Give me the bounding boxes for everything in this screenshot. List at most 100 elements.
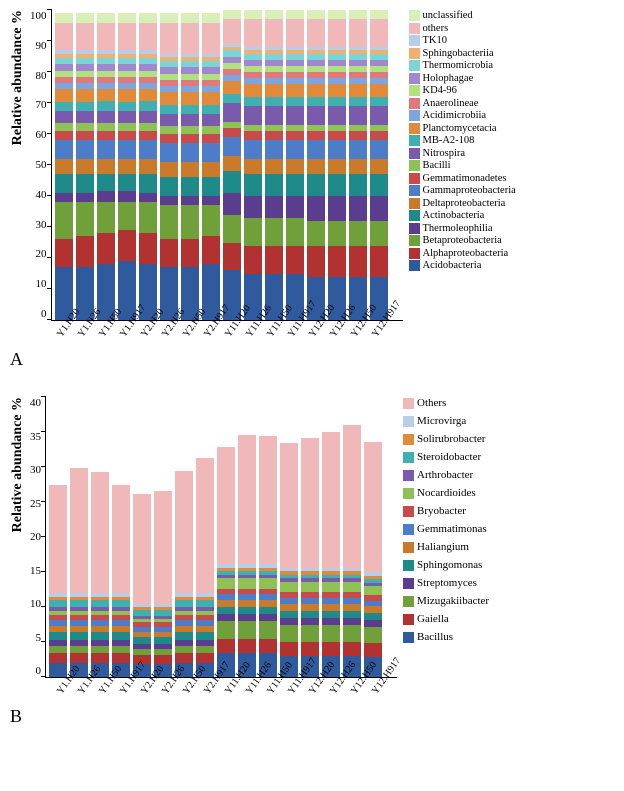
bar-segment <box>286 140 304 159</box>
bar-segment <box>202 196 220 205</box>
legend-item: Sphingomonas <box>403 559 489 571</box>
bar-segment <box>55 159 73 175</box>
bar-segment <box>301 625 319 643</box>
bar-segment <box>328 97 346 106</box>
legend-item: Nocardioides <box>403 487 489 499</box>
x-tick-label: Y12.H26 <box>328 318 347 339</box>
legend-label: others <box>423 23 449 34</box>
bar-segment <box>280 582 298 593</box>
x-tick-label: Y1.H917 <box>118 318 137 339</box>
y-tick-label: 50 <box>30 159 47 171</box>
bar-segment <box>112 653 130 664</box>
legend-item: Holophagae <box>409 73 516 84</box>
bar-segment <box>202 114 220 126</box>
bar-segment <box>139 140 157 159</box>
bar-segment <box>223 193 241 215</box>
bar-segment <box>49 646 67 653</box>
bar-column <box>223 10 241 320</box>
chart-a-plot <box>51 10 403 321</box>
bar-segment <box>70 468 88 593</box>
bar-segment <box>175 646 193 653</box>
bar-segment <box>244 106 262 125</box>
bar-segment <box>280 618 298 625</box>
bar-segment <box>349 159 367 175</box>
bar-segment <box>307 221 325 246</box>
legend-swatch <box>403 434 414 445</box>
bar-segment <box>301 611 319 618</box>
bar-segment <box>202 143 220 162</box>
bar-segment <box>349 19 367 47</box>
bar-segment <box>307 97 325 106</box>
bar-segment <box>280 443 298 568</box>
bar-segment <box>223 243 241 271</box>
y-tick-label: 90 <box>30 40 47 52</box>
bar-segment <box>175 632 193 640</box>
legend-item: KD4-96 <box>409 85 516 96</box>
chart-a-y-axis: 1009080706050403020100 <box>30 10 51 320</box>
bar-segment <box>370 159 388 175</box>
bar-segment <box>328 246 346 277</box>
bar-segment <box>175 600 193 607</box>
bar-column <box>322 432 340 677</box>
bar-segment <box>322 618 340 625</box>
bar-segment <box>55 102 73 111</box>
bar-segment <box>196 458 214 593</box>
bar-column <box>160 13 178 320</box>
x-tick-label: Y1.H26 <box>76 318 95 339</box>
legend-item: Haliangium <box>403 541 489 553</box>
bar-segment <box>118 174 136 191</box>
bar-segment <box>91 472 109 593</box>
bar-segment <box>280 642 298 656</box>
bar-segment <box>181 134 199 143</box>
bar-segment <box>286 246 304 274</box>
bar-segment <box>343 425 361 568</box>
bar-segment <box>55 131 73 140</box>
legend-label: Bacilli <box>423 160 451 171</box>
bar-segment <box>97 131 115 140</box>
bar-segment <box>112 485 130 594</box>
x-tick-label: Y12.H26 <box>328 675 347 696</box>
bar-segment <box>160 177 178 196</box>
bar-segment <box>139 202 157 233</box>
bar-segment <box>370 84 388 96</box>
legend-item: Bacilli <box>409 160 516 171</box>
bar-segment <box>370 10 388 19</box>
chart-b-plot <box>45 397 397 678</box>
legend-item: Gemmatimonadetes <box>409 173 516 184</box>
bar-segment <box>244 140 262 159</box>
legend-label: Nocardioides <box>417 487 476 499</box>
bar-segment <box>196 600 214 607</box>
chart-b-y-axis: 4035302520151050 <box>30 397 45 677</box>
bar-segment <box>181 205 199 239</box>
bar-segment <box>76 159 94 175</box>
bar-segment <box>328 106 346 125</box>
bar-segment <box>328 221 346 246</box>
bar-segment <box>265 131 283 140</box>
bar-column <box>91 472 109 677</box>
legend-item: Nitrospira <box>409 148 516 159</box>
chart-b-container: Relative abundance % 4035302520151050 Ot… <box>10 397 614 689</box>
y-tick-label: 100 <box>30 10 47 22</box>
bar-segment <box>76 123 94 131</box>
bar-segment <box>133 637 151 644</box>
bar-segment <box>307 106 325 125</box>
legend-label: Gammaproteobacteria <box>423 185 516 196</box>
x-tick-label: Y11.H50 <box>265 318 284 339</box>
bar-segment <box>181 239 199 267</box>
bar-segment <box>55 174 73 193</box>
legend-item: Streptomyces <box>403 577 489 589</box>
bar-segment <box>223 156 241 172</box>
bar-column <box>370 10 388 320</box>
bar-segment <box>91 632 109 640</box>
bar-segment <box>280 625 298 643</box>
legend-swatch <box>403 452 414 463</box>
bar-segment <box>370 221 388 246</box>
bar-segment <box>328 19 346 47</box>
bar-segment <box>76 89 94 101</box>
legend-label: Deltaproteobacteria <box>423 198 506 209</box>
legend-swatch <box>409 185 420 196</box>
bar-segment <box>202 105 220 114</box>
bar-segment <box>238 578 256 589</box>
bar-segment <box>49 653 67 664</box>
legend-item: Bacillus <box>403 631 489 643</box>
